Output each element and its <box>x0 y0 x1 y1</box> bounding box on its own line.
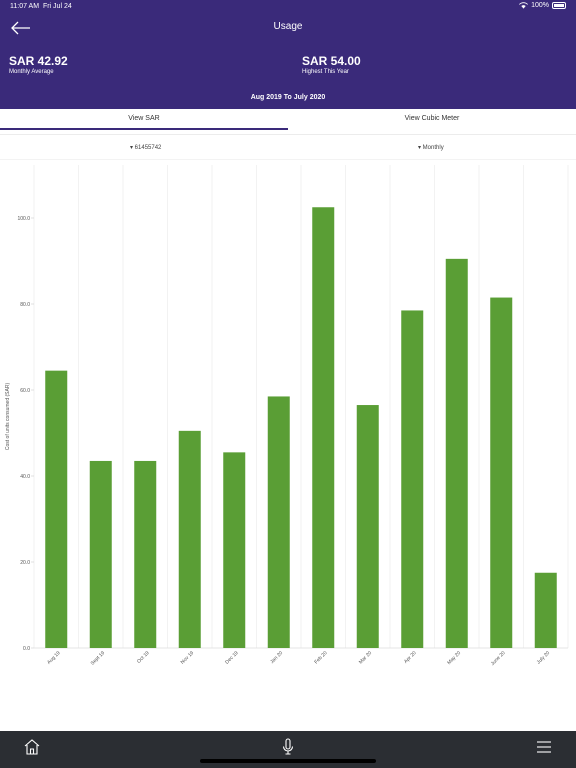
y-tick-label: 20.0 <box>20 560 30 566</box>
y-tick-label: 100.0 <box>17 216 30 222</box>
highest-value: SAR 54.00 <box>302 54 361 68</box>
bar-dec-19 <box>223 452 246 648</box>
status-time: 11:07 AM Fri Jul 24 <box>10 3 72 10</box>
status-bar: 11:07 AM Fri Jul 24 100% <box>0 0 576 14</box>
view-tabs: View SAR View Cubic Meter <box>0 109 576 130</box>
home-indicator <box>200 759 376 763</box>
usage-bar-chart: 0.0 20.0 40.0 60.0 80.0 100.0 Cost of units co… <box>5 165 569 667</box>
date-range: Aug 2019 To July 2020 <box>250 94 326 101</box>
arrow-left-icon[interactable] <box>10 20 32 36</box>
x-tick-label: July 20 <box>536 650 552 666</box>
x-tick-label: Oct 19 <box>136 650 151 665</box>
bar-july-20 <box>534 572 557 648</box>
bar-apr-20 <box>401 310 424 648</box>
x-tick-label: Feb 20 <box>313 650 328 665</box>
monthly-average-label: Monthly Average <box>9 69 54 75</box>
y-tick-label: 80.0 <box>20 302 30 308</box>
x-tick-label: Aug 19 <box>46 650 62 666</box>
monthly-average-value: SAR 42.92 <box>9 54 68 68</box>
battery-percent: 100% <box>531 2 549 9</box>
monthly-average: SAR 42.92 Monthly Average <box>9 54 68 75</box>
y-tick-label: 40.0 <box>20 474 30 480</box>
bar-may-20 <box>445 258 468 648</box>
x-tick-label: Mar 20 <box>358 650 373 665</box>
tab-view-cubic-meter[interactable]: View Cubic Meter <box>404 115 460 122</box>
x-tick-label: Jan 20 <box>269 650 284 665</box>
highest-label: Highest This Year <box>302 69 349 75</box>
y-tick-label: 60.0 <box>20 388 30 394</box>
period-selector[interactable]: ▾ Monthly <box>418 145 444 151</box>
x-tick-label: Nov 19 <box>180 650 196 666</box>
bar-nov-19 <box>178 430 201 648</box>
x-tick-label: Apr 20 <box>403 650 418 665</box>
filter-bar: ▾ 61455742 ▾ Monthly <box>0 134 576 160</box>
x-tick-label: May 20 <box>446 650 462 666</box>
x-tick-label: Sept 19 <box>90 650 107 667</box>
bar-june-20 <box>490 297 513 648</box>
tab-view-sar[interactable]: View SAR <box>0 109 288 130</box>
bar-aug-19 <box>45 370 68 648</box>
meter-selector[interactable]: ▾ 61455742 <box>130 145 162 151</box>
hamburger-menu-icon[interactable] <box>535 738 553 756</box>
y-tick-label: 0.0 <box>23 646 30 652</box>
bar-sept-19 <box>89 460 112 648</box>
home-icon[interactable] <box>23 738 41 756</box>
battery-icon <box>552 2 566 9</box>
usage-header: 11:07 AM Fri Jul 24 100% Usage SAR 42.92… <box>0 0 576 109</box>
status-indicators: 100% <box>519 2 566 9</box>
x-tick-label: June 20 <box>490 650 507 667</box>
y-axis-label: Cost of units consumed (SAR) <box>5 383 11 451</box>
wifi-icon <box>519 2 529 9</box>
highest-this-year: SAR 54.00 Highest This Year <box>302 54 361 75</box>
microphone-icon[interactable] <box>279 738 297 756</box>
bar-mar-20 <box>356 405 379 648</box>
page-title: Usage <box>273 21 303 32</box>
bar-oct-19 <box>134 460 157 648</box>
bar-jan-20 <box>267 396 290 648</box>
x-tick-label: Dec 19 <box>224 650 240 666</box>
bar-feb-20 <box>312 207 335 648</box>
